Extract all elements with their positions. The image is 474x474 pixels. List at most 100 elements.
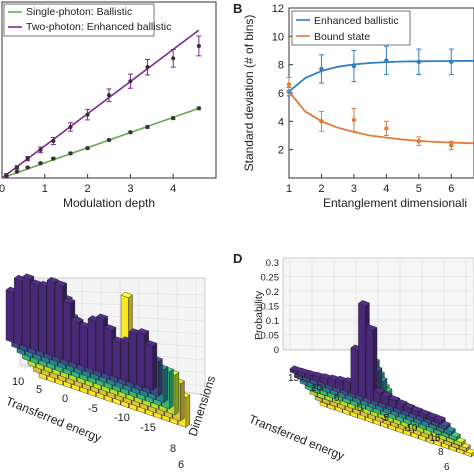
panel-d-xtick-label: -15 — [426, 433, 441, 444]
panel-d-bars — [289, 300, 474, 458]
panel-a-fit-line-1 — [1, 29, 200, 179]
panel-a-xlabel: Modulation depth — [63, 196, 155, 210]
panel-a-xtick-label: 0 — [0, 183, 5, 195]
panel-b-point — [416, 136, 422, 146]
panel-d-letter: D — [233, 251, 242, 266]
panel-a-point — [196, 106, 202, 111]
panel-a-point — [170, 49, 176, 68]
panel-b-xtick-label: 1 — [286, 183, 292, 195]
panel-d-xtick-label: -10 — [403, 423, 418, 434]
panel-d-ytick-label: 6 — [444, 462, 450, 473]
panel-d-ztick-label: 0 — [274, 345, 279, 356]
panel-a-point — [67, 151, 73, 156]
panel-b-point — [351, 108, 357, 132]
panel-d-chart: D 0.3 0.25 0.2 0.15 0.1 0.05 0 15 10 5 0 -5 -10 -15 86… — [233, 251, 474, 473]
panel-a-point — [38, 161, 44, 166]
panel-b-xtick-label: 4 — [383, 183, 389, 195]
panel-b-point — [416, 48, 422, 76]
panel-a-point — [85, 145, 91, 151]
panel-b-xtick-label: 2 — [318, 183, 324, 195]
panel-a-xtick-label: 3 — [127, 183, 133, 195]
panel-b-fit-line-0 — [288, 59, 474, 93]
panel-a-chart: 0 1 2 3 4 Single-photon: Ballistic Two-photo… — [0, 1, 217, 210]
panel-a-point — [106, 88, 112, 103]
panel-b-xtick-label: 3 — [351, 183, 357, 195]
panel-b-ytick-label: 10 — [272, 31, 284, 43]
panel-b-legend: Enhanced ballistic Bound state — [291, 10, 411, 46]
panel-b-point — [318, 110, 324, 132]
panel-b-point — [383, 120, 389, 136]
panel-b-point — [448, 48, 454, 76]
panel-b-ytick-label: 8 — [278, 60, 284, 72]
panel-a-point — [145, 58, 151, 76]
panel-d-xtick-label: 0 — [357, 403, 363, 414]
panel-a-xtick-label: 4 — [170, 183, 176, 195]
panel-c-xtick-label: -15 — [140, 422, 156, 434]
panel-b-letter: B — [233, 1, 242, 16]
panel-a-point — [25, 165, 31, 170]
panel-a-legend: Single-photon: Ballistic Two-photon: Enh… — [3, 3, 171, 37]
panel-d-zlabel: Probability — [253, 290, 265, 340]
panel-b-ytick-label: 6 — [278, 88, 284, 100]
panel-a-point — [196, 35, 202, 57]
panel-b-ytick-label: 4 — [278, 116, 284, 128]
panel-d-ztick-label: 0.3 — [266, 258, 279, 269]
bar3d — [433, 415, 446, 425]
panel-a-point — [85, 108, 91, 121]
panel-b-ytick-label: 12 — [272, 3, 284, 15]
panel-b-ytick-label: 2 — [278, 145, 284, 157]
panel-a-point — [145, 124, 151, 130]
panel-a-point — [50, 137, 56, 146]
panel-b-point — [351, 50, 357, 83]
panel-c-xtick-label: -5 — [88, 403, 98, 415]
panel-a-xtick-label: 2 — [85, 183, 91, 195]
panel-a-xtick-label: 1 — [42, 183, 48, 195]
legend-single-label: Single-photon: Ballistic — [26, 6, 132, 18]
panel-d-xtick-label: 10 — [311, 383, 323, 394]
panel-d-ztick-label: 0.25 — [261, 273, 280, 284]
panel-a-point — [50, 156, 56, 161]
panel-b-point — [383, 45, 389, 76]
panel-d-ytick-label: 8 — [438, 447, 444, 458]
panel-a-point — [170, 116, 176, 121]
panel-c-xtick-label: 5 — [36, 384, 42, 396]
panel-c-ytick-label: 8 — [170, 443, 176, 455]
legend-bound-label: Bound state — [314, 31, 370, 43]
legend-two-label: Two-photon: Enhanced ballistic — [26, 21, 171, 33]
panel-c-xtick-label: 10 — [12, 376, 24, 388]
panel-b-xlabel: Entanglement dimensionali — [323, 196, 467, 210]
panel-a-point — [127, 130, 133, 135]
panel-b-point — [318, 54, 324, 84]
panel-b-point — [286, 76, 292, 93]
panel-c-xtick-label: -10 — [114, 412, 130, 424]
panel-c-xtick-label: 0 — [62, 393, 68, 405]
panel-a-point — [67, 122, 73, 132]
panel-c-xlabel: Transferred energy — [4, 394, 103, 445]
panel-a-point — [25, 156, 31, 162]
panel-d-ztick-label: 0.1 — [266, 316, 279, 327]
legend-enhanced-label: Enhanced ballistic — [314, 15, 399, 27]
panel-a-point — [127, 73, 133, 89]
panel-d-ztick-label: 0.05 — [261, 331, 280, 342]
bar3d — [144, 340, 158, 391]
panel-a-fit-line-0 — [1, 107, 200, 179]
panel-b-ylabel: Standard deviation (# of bins) — [242, 15, 256, 172]
panel-c-ytick-label: 6 — [178, 459, 184, 471]
panel-b-xtick-label: 6 — [448, 183, 454, 195]
panel-d-ztick-label: 0.2 — [266, 287, 279, 298]
panel-d-xlabel: Transferred energy — [247, 412, 346, 463]
panel-c-bars — [5, 273, 191, 428]
panel-b-xtick-label: 5 — [416, 183, 422, 195]
panel-a-point — [106, 137, 112, 143]
panel-d-xtick-label: 15 — [288, 373, 300, 384]
panel-b-fit-line-1 — [288, 91, 474, 145]
panel-d-xtick-label: -5 — [380, 413, 389, 424]
panel-d-ztick-label: 0.15 — [261, 302, 280, 313]
panel-d-xtick-label: 5 — [334, 393, 340, 404]
panel-b-point — [448, 140, 454, 151]
panel-a-point — [14, 165, 20, 170]
panel-d-grid — [282, 257, 474, 351]
panel-a-point — [14, 169, 20, 174]
